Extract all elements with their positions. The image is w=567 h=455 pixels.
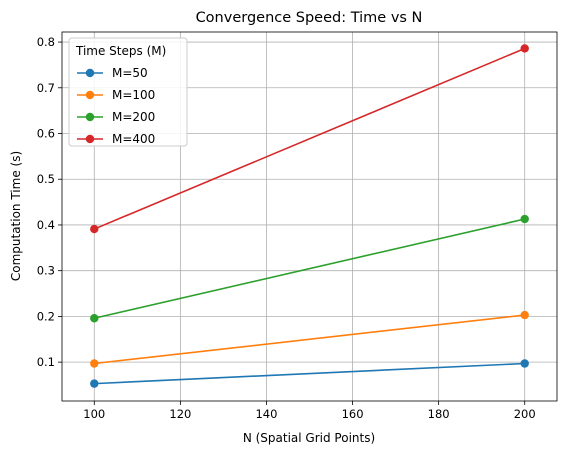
- x-axis-ticks: 100 120 140 160 180 200: [83, 401, 536, 421]
- data-point: [90, 359, 99, 368]
- x-tick-label: 160: [342, 407, 364, 421]
- legend-entry: M=200: [112, 110, 155, 124]
- x-tick-label: 180: [428, 407, 450, 421]
- x-tick-label: 100: [83, 407, 105, 421]
- y-tick-label: 0.5: [37, 172, 55, 186]
- legend-title: Time Steps (M): [75, 44, 166, 58]
- legend: Time Steps (M) M=50 M=100 M=200 M=400: [68, 37, 188, 147]
- legend-box: [68, 37, 188, 147]
- data-point: [520, 214, 529, 224]
- y-axis-ticks: 0.1 0.2 0.3 0.4 0.5 0.6 0.7 0.8: [37, 35, 62, 369]
- series-layer: [90, 44, 529, 388]
- legend-marker: [85, 112, 95, 122]
- y-tick-label: 0.7: [37, 81, 55, 95]
- y-tick-label: 0.3: [37, 264, 55, 278]
- series-line: [93, 47, 526, 230]
- y-tick-label: 0.6: [37, 127, 55, 141]
- chart-title: Convergence Speed: Time vs N: [196, 10, 423, 26]
- y-tick-label: 0.8: [37, 35, 55, 49]
- series-line: [94, 218, 525, 320]
- data-point: [90, 379, 99, 388]
- legend-entry: M=100: [112, 88, 155, 102]
- y-tick-label: 0.1: [37, 355, 55, 369]
- legend-entry: M=50: [112, 66, 148, 80]
- legend-marker: [85, 134, 95, 144]
- x-tick-label: 120: [169, 407, 191, 421]
- data-point: [520, 44, 529, 53]
- data-point: [520, 359, 529, 368]
- legend-entry: M=400: [112, 132, 155, 146]
- plot-frame: [61, 31, 558, 402]
- x-tick-label: 200: [514, 407, 536, 421]
- y-tick-label: 0.2: [37, 309, 55, 323]
- x-tick-label: 140: [255, 407, 277, 421]
- series-line: [94, 314, 525, 365]
- data-point: [520, 310, 529, 320]
- data-point: [90, 224, 99, 234]
- x-axis-label: N (Spatial Grid Points): [243, 431, 375, 445]
- legend-marker: [85, 90, 95, 100]
- y-axis-label: Computation Time (s): [9, 151, 23, 281]
- data-point: [90, 314, 99, 323]
- y-tick-label: 0.4: [37, 218, 55, 232]
- series-line: [94, 362, 525, 385]
- legend-marker: [85, 68, 95, 78]
